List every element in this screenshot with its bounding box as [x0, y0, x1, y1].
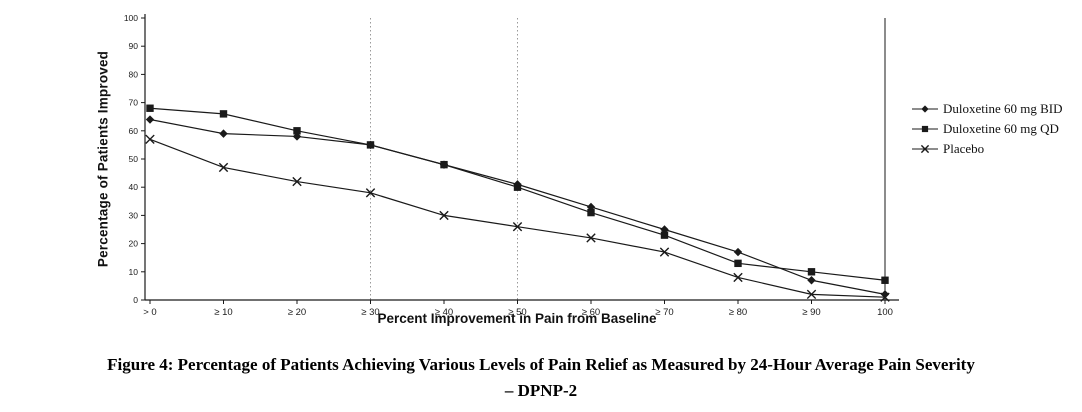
legend-item-placebo: Placebo [912, 141, 1063, 157]
svg-text:0: 0 [133, 295, 138, 305]
svg-text:60: 60 [129, 126, 139, 136]
svg-text:≥ 70: ≥ 70 [655, 307, 673, 318]
svg-text:100: 100 [877, 307, 893, 318]
pain-relief-line-chart: 0 10 20 30 40 50 60 70 80 90 100 > 0 ≥ 10 ≥ 20 ≥ 30 ≥ 4… [124, 13, 899, 318]
legend-label: Duloxetine 60 mg BID [943, 101, 1063, 116]
figure-caption: Figure 4: Percentage of Patients Achievi… [0, 352, 1082, 403]
series-duloxetine-60-mg-qd [146, 104, 889, 284]
svg-text:≥ 80: ≥ 80 [729, 307, 747, 318]
legend-marker-diamond-icon [912, 105, 938, 113]
svg-text:≥ 30: ≥ 30 [361, 307, 379, 318]
series-placebo [145, 134, 890, 302]
svg-text:90: 90 [129, 41, 139, 51]
chart-legend: Duloxetine 60 mg BID Duloxetine 60 mg QD P… [912, 101, 1063, 161]
svg-text:≥ 90: ≥ 90 [802, 307, 820, 318]
svg-text:≥ 50: ≥ 50 [508, 307, 526, 318]
svg-text:10: 10 [129, 267, 139, 277]
legend-label: Duloxetine 60 mg QD [943, 121, 1059, 136]
svg-text:≥ 20: ≥ 20 [288, 307, 306, 318]
svg-text:80: 80 [129, 69, 139, 79]
legend-item-duloxetine-60-mg-qd: Duloxetine 60 mg QD [912, 121, 1063, 137]
svg-text:50: 50 [129, 154, 139, 164]
legend-label: Placebo [943, 141, 985, 156]
legend-marker-x-icon [912, 144, 938, 154]
svg-text:> 0: > 0 [143, 307, 156, 318]
figure-caption-line-1: Figure 4: Percentage of Patients Achievi… [107, 355, 975, 374]
legend-marker-square-icon [912, 125, 938, 133]
svg-text:20: 20 [129, 239, 139, 249]
figure-caption-line-2: – DPNP-2 [504, 380, 578, 400]
svg-text:≥ 40: ≥ 40 [435, 307, 453, 318]
svg-text:100: 100 [124, 13, 138, 23]
legend-item-duloxetine-60-mg-bid: Duloxetine 60 mg BID [912, 101, 1063, 117]
svg-text:≥ 10: ≥ 10 [214, 307, 232, 318]
svg-text:70: 70 [129, 98, 139, 108]
y-axis-label: Percentage of Patients Improved [95, 50, 111, 268]
svg-text:40: 40 [129, 182, 139, 192]
svg-text:≥ 60: ≥ 60 [582, 307, 600, 318]
svg-text:30: 30 [129, 210, 139, 220]
x-axis-label: Percent Improvement in Pain from Baselin… [377, 311, 657, 326]
